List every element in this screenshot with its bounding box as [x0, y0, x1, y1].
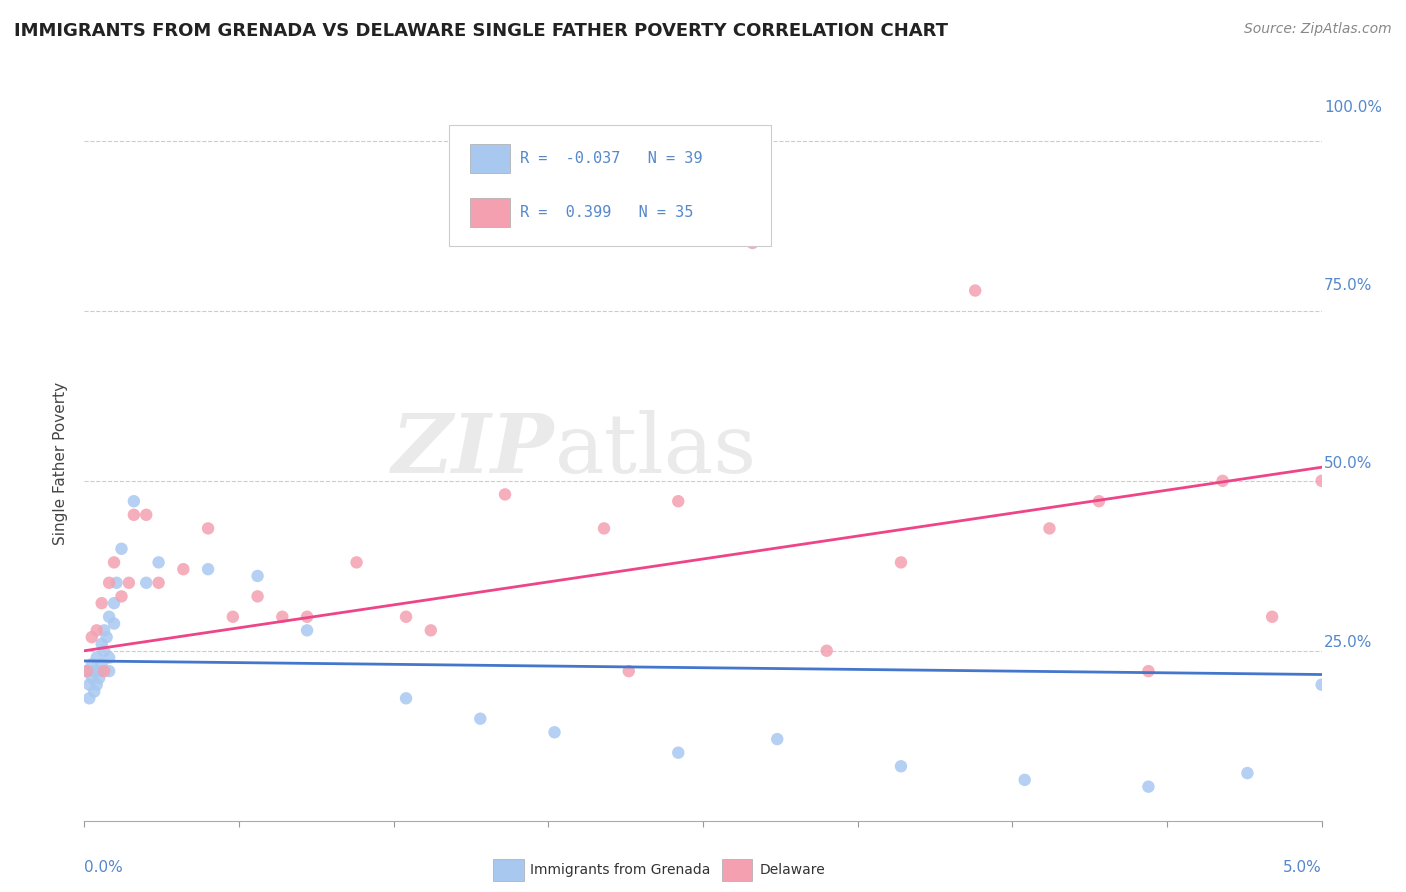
Bar: [471, 198, 510, 227]
Point: [98, 575, 121, 590]
Point: [617, 664, 640, 678]
Point: [815, 644, 838, 658]
Point: [110, 541, 132, 556]
Point: [148, 575, 170, 590]
Point: [666, 494, 689, 508]
Point: [1014, 772, 1036, 787]
Point: [148, 555, 170, 569]
Point: [197, 521, 219, 535]
Point: [89, 671, 111, 685]
Point: [86, 678, 108, 692]
Point: [395, 609, 418, 624]
Point: [83, 664, 105, 678]
Text: ZIP: ZIP: [392, 409, 554, 490]
Point: [346, 555, 368, 569]
Point: [766, 732, 789, 747]
Point: [103, 616, 125, 631]
Point: [295, 624, 318, 638]
Point: [93, 664, 115, 678]
Point: [105, 575, 128, 590]
Point: [395, 691, 418, 706]
Point: [83, 684, 105, 698]
Bar: [492, 859, 523, 880]
Point: [470, 712, 492, 726]
Text: 75.0%: 75.0%: [1324, 278, 1372, 293]
Point: [89, 664, 111, 678]
Y-axis label: Single Father Poverty: Single Father Poverty: [53, 383, 69, 545]
Point: [86, 624, 108, 638]
Text: 0.0%: 0.0%: [84, 860, 124, 875]
Text: atlas: atlas: [554, 409, 756, 490]
Text: 25.0%: 25.0%: [1324, 635, 1372, 649]
Point: [1088, 494, 1111, 508]
FancyBboxPatch shape: [450, 125, 770, 246]
Point: [98, 664, 121, 678]
Point: [76, 664, 98, 678]
Point: [122, 508, 145, 522]
Point: [96, 630, 118, 644]
Point: [1137, 664, 1160, 678]
Bar: [471, 145, 510, 173]
Text: R =  -0.037   N = 39: R = -0.037 N = 39: [520, 151, 703, 166]
Point: [965, 284, 987, 298]
Point: [197, 562, 219, 576]
Point: [135, 508, 157, 522]
Point: [593, 521, 616, 535]
Point: [80, 630, 103, 644]
Point: [76, 664, 98, 678]
Text: Immigrants from Grenada: Immigrants from Grenada: [530, 863, 710, 877]
Bar: [721, 859, 752, 880]
Point: [80, 671, 103, 685]
Point: [80, 657, 103, 672]
Point: [890, 759, 912, 773]
Point: [98, 609, 121, 624]
Text: Delaware: Delaware: [759, 863, 825, 877]
Text: 5.0%: 5.0%: [1282, 860, 1322, 875]
Point: [222, 609, 245, 624]
Point: [103, 555, 125, 569]
Text: IMMIGRANTS FROM GRENADA VS DELAWARE SINGLE FATHER POVERTY CORRELATION CHART: IMMIGRANTS FROM GRENADA VS DELAWARE SING…: [14, 22, 948, 40]
Point: [543, 725, 565, 739]
Point: [295, 609, 318, 624]
Point: [271, 609, 294, 624]
Text: Source: ZipAtlas.com: Source: ZipAtlas.com: [1244, 22, 1392, 37]
Point: [122, 494, 145, 508]
Point: [1212, 474, 1234, 488]
Point: [103, 596, 125, 610]
Point: [86, 650, 108, 665]
Point: [93, 624, 115, 638]
Text: R =  0.399   N = 35: R = 0.399 N = 35: [520, 205, 693, 220]
Point: [90, 596, 112, 610]
Point: [1310, 474, 1333, 488]
Point: [494, 487, 516, 501]
Point: [135, 575, 157, 590]
Point: [419, 624, 441, 638]
Point: [93, 644, 115, 658]
Text: 100.0%: 100.0%: [1324, 100, 1382, 114]
Point: [741, 235, 763, 250]
Point: [79, 678, 101, 692]
Point: [1137, 780, 1160, 794]
Text: 50.0%: 50.0%: [1324, 457, 1372, 471]
Point: [172, 562, 194, 576]
Point: [90, 657, 112, 672]
Point: [246, 569, 269, 583]
Point: [1261, 609, 1284, 624]
Point: [110, 590, 132, 604]
Point: [90, 637, 112, 651]
Point: [666, 746, 689, 760]
Point: [79, 691, 101, 706]
Point: [1236, 766, 1258, 780]
Point: [1310, 678, 1333, 692]
Point: [246, 590, 269, 604]
Point: [1038, 521, 1060, 535]
Point: [890, 555, 912, 569]
Point: [98, 650, 121, 665]
Point: [118, 575, 141, 590]
